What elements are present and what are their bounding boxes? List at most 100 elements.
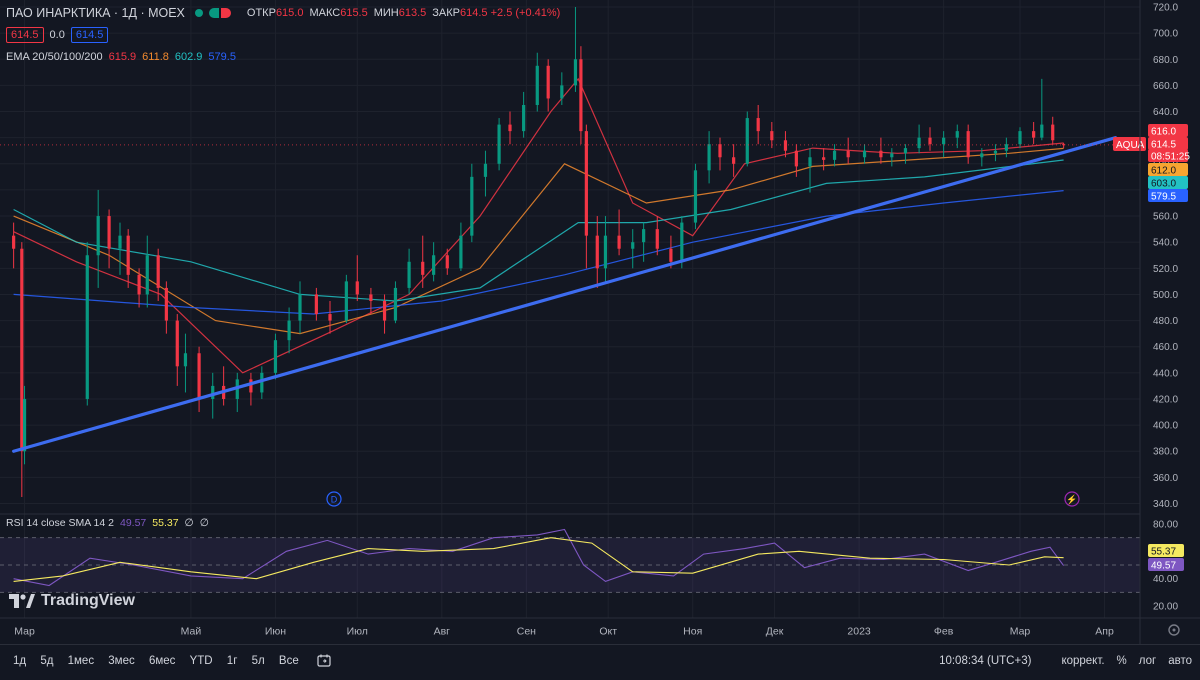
rsi-band-lines <box>0 537 1140 593</box>
time-tick-label: Авг <box>434 626 451 638</box>
candle <box>421 235 425 288</box>
candle <box>573 7 578 92</box>
timeframe-5y[interactable]: 5л <box>251 654 265 667</box>
rsi-legend[interactable]: RSI 14 close SMA 14 2 49.57 55.37 ∅ ∅ <box>6 517 209 529</box>
rsi-value: 49.57 <box>119 517 147 529</box>
price-tick-label: 720.0 <box>1153 3 1178 14</box>
candle-body <box>344 281 348 321</box>
sell-price-button[interactable]: 614.5 <box>6 27 44 43</box>
price-tag-bg <box>1148 149 1188 162</box>
timeframe-all[interactable]: Все <box>278 654 299 667</box>
dividend-marker[interactable]: D <box>326 491 342 507</box>
candle <box>655 216 659 256</box>
candle-body <box>955 131 959 138</box>
rsi-tag: 49.57 <box>1148 558 1184 572</box>
candle <box>22 385 27 465</box>
grid <box>0 0 1140 618</box>
candle-body <box>369 294 373 301</box>
percent-toggle[interactable]: % <box>1116 654 1127 667</box>
symbol-legend: ПАО ИНАРКТИКА · 1Д · MOEX ОТКР615.0 МАКС… <box>6 6 560 20</box>
candle <box>579 46 583 145</box>
price-tick-label: 520.0 <box>1153 264 1178 275</box>
time-tick-label: Дек <box>766 626 784 638</box>
candle-body <box>107 216 111 249</box>
candle <box>470 163 474 243</box>
clock[interactable]: 10:08:34 (UTC+3) <box>939 654 1032 667</box>
candle-body <box>470 176 474 236</box>
candle-body <box>1040 124 1044 138</box>
candle-body <box>459 235 463 269</box>
price-tag: 614.5 <box>1148 137 1188 151</box>
candle-body <box>862 150 867 158</box>
candle <box>260 366 264 399</box>
timeframe-1y[interactable]: 1г <box>226 654 238 667</box>
time-axis: Мар Май Июн Июл Авг Сен Окт Ноя Дек 2023 Фев Мар Апр <box>14 626 1114 638</box>
candle-body <box>783 140 788 151</box>
candle <box>1032 121 1036 145</box>
candle <box>508 111 512 145</box>
timeframe-1m[interactable]: 1мес <box>67 654 95 667</box>
candle <box>745 111 749 167</box>
ema-legend[interactable]: EMA 20/50/100/200 615.9 611.8 602.9 579.… <box>6 51 236 63</box>
candle <box>235 372 239 413</box>
candle <box>175 314 179 386</box>
price-tag-text: 603.0 <box>1151 179 1176 190</box>
timeframe-6m[interactable]: 6мес <box>148 654 176 667</box>
candle <box>890 148 894 167</box>
settings-gear-icon[interactable] <box>1168 624 1180 636</box>
rsi-lines <box>13 528 1065 587</box>
candle-body <box>603 235 608 269</box>
candle-body <box>917 137 921 149</box>
candle-body <box>126 235 130 275</box>
visibility-toggle-icon[interactable] <box>208 8 231 18</box>
adjust-toggle[interactable]: коррект. <box>1061 654 1105 667</box>
candle <box>707 131 711 184</box>
candle <box>1004 137 1008 158</box>
candle-body <box>631 242 635 249</box>
tradingview-logo[interactable]: TradingView <box>9 592 135 610</box>
timeframe-1d[interactable]: 1д <box>13 654 27 667</box>
candle <box>497 118 501 171</box>
ema-line <box>13 147 1064 335</box>
auto-toggle[interactable]: авто <box>1168 654 1192 667</box>
price-tag-text: 616.0 <box>1151 127 1176 138</box>
timeframe-5d[interactable]: 5д <box>40 654 54 667</box>
rsi-tick-label: 20.00 <box>1153 602 1178 613</box>
candle <box>955 124 959 149</box>
candle-body <box>298 294 302 321</box>
candle-body <box>421 261 425 275</box>
candle-body <box>669 248 673 262</box>
candle <box>822 148 826 171</box>
ema200-value: 579.5 <box>208 51 236 63</box>
candle <box>560 72 564 105</box>
price-axis: 720.0700.0680.0660.0640.0620.0600.0580.0… <box>1153 3 1178 511</box>
candle-body <box>183 353 188 367</box>
candle-body <box>546 65 550 99</box>
candle-body <box>595 235 599 269</box>
event-marker[interactable]: ⚡ <box>1064 491 1080 507</box>
candle-body <box>96 216 100 256</box>
symbol-title[interactable]: ПАО ИНАРКТИКА · 1Д · MOEX <box>6 6 185 20</box>
spread-value: 0.0 <box>49 29 65 41</box>
candle <box>862 144 867 164</box>
timeframe-ytd[interactable]: YTD <box>189 654 213 667</box>
support-trendline <box>12 136 1118 453</box>
buy-price-button[interactable]: 614.5 <box>70 27 109 43</box>
candle-body <box>732 157 736 164</box>
price-tick-label: 360.0 <box>1153 473 1178 484</box>
candle-body <box>164 287 168 321</box>
timeframe-3m[interactable]: 3мес <box>108 654 135 667</box>
log-toggle[interactable]: лог <box>1138 654 1157 667</box>
time-tick-label: Мар <box>1010 626 1031 638</box>
candle-body <box>156 255 160 288</box>
candle <box>993 144 998 162</box>
price-tag: 603.0 <box>1148 176 1188 190</box>
candles <box>12 7 1066 497</box>
date-range-icon[interactable] <box>317 654 331 667</box>
candle-body <box>928 137 932 145</box>
candle-body <box>497 124 501 164</box>
price-tag-text: 614.5 <box>1151 140 1176 151</box>
candle-body <box>432 255 436 275</box>
